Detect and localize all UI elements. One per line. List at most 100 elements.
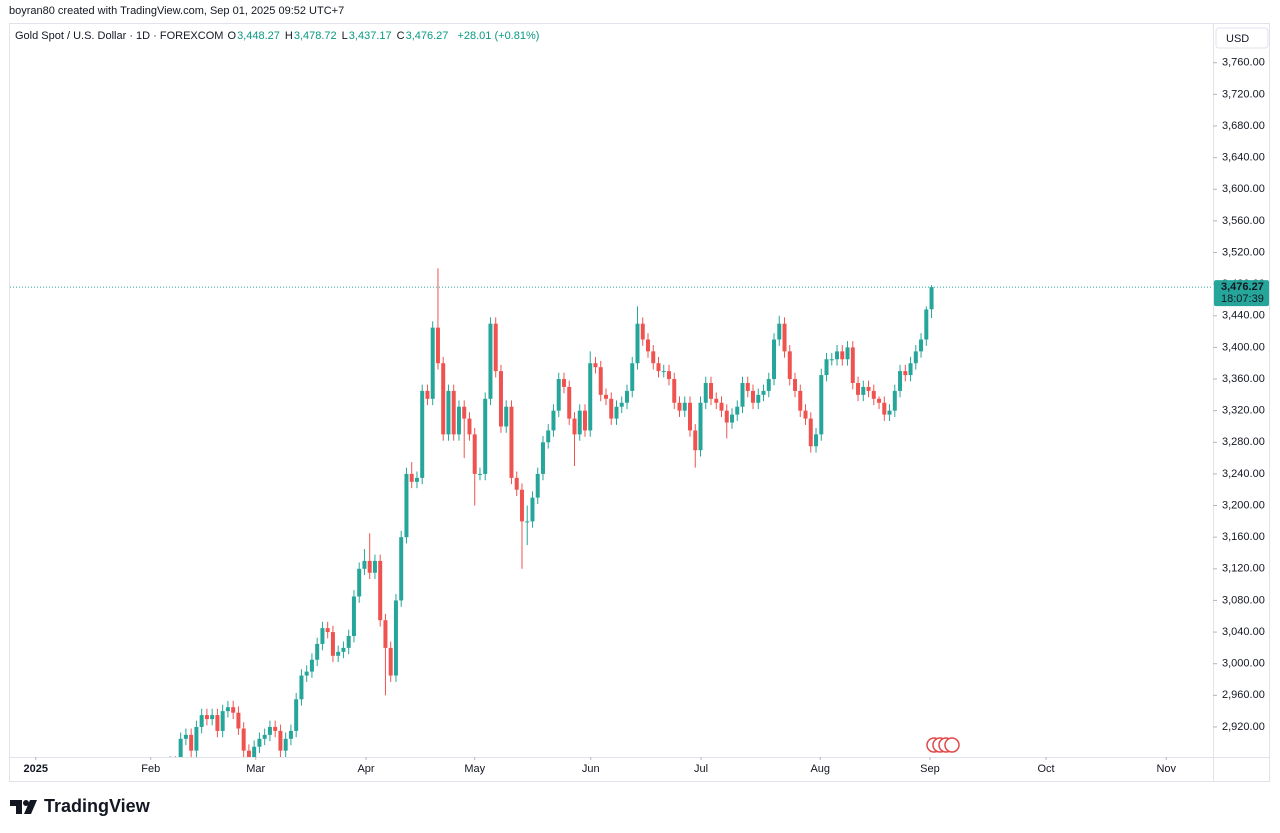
y-tick-label: 3,400.00 <box>1222 341 1265 353</box>
candle-body <box>498 371 503 427</box>
candle-body <box>877 398 882 403</box>
candle-body <box>514 477 519 490</box>
candle-body <box>472 434 477 474</box>
y-tick-label: 3,640.00 <box>1222 152 1265 164</box>
y-tick-label: 2,960.00 <box>1222 689 1265 701</box>
candle-body <box>231 707 236 713</box>
candle-body <box>782 323 787 352</box>
candle-body <box>819 375 824 435</box>
candle-body <box>724 410 729 423</box>
candle-body <box>871 390 876 399</box>
y-tick-label: 3,080.00 <box>1222 594 1265 606</box>
candle-body <box>761 390 766 395</box>
x-tick-label: Sep <box>920 763 940 775</box>
candle-body <box>703 382 708 403</box>
candle-body <box>814 434 819 447</box>
candle-body <box>666 371 671 380</box>
ohlc-value: 3,478.72 <box>293 30 337 42</box>
currency-button[interactable] <box>1215 27 1269 49</box>
candle-body <box>173 763 177 767</box>
chart-frame <box>9 23 1270 782</box>
logo-text: TradingView <box>44 796 150 816</box>
candle-body <box>908 363 913 376</box>
y-tick-label: 3,440.00 <box>1222 310 1265 322</box>
candle-body <box>304 671 309 676</box>
candle-body <box>488 323 493 399</box>
candle-body <box>898 371 903 391</box>
candle-body <box>236 712 241 729</box>
candle-body <box>199 715 204 727</box>
candle-body <box>913 351 918 364</box>
candle-body <box>262 734 267 739</box>
x-tick-label: Feb <box>141 763 160 775</box>
candle-body <box>241 728 246 751</box>
candle-body <box>351 596 356 637</box>
candle-body <box>840 351 845 360</box>
x-tick-label: 2025 <box>23 763 47 775</box>
x-tick-label: Mar <box>246 763 265 775</box>
ohlc-key: C <box>396 30 405 42</box>
x-tick-label: Nov <box>1156 763 1176 775</box>
candle-body <box>215 715 220 731</box>
candle-body <box>483 398 488 474</box>
candle-body <box>194 726 199 751</box>
candle-body <box>204 715 209 720</box>
candle-body <box>546 430 551 443</box>
candle-body <box>346 636 351 648</box>
candle-body <box>714 398 719 403</box>
candle-body <box>561 379 566 387</box>
candle-body <box>777 323 782 340</box>
symbol: Gold Spot / U.S. Dollar · 1D · FOREXCOM <box>15 30 224 42</box>
y-tick-label: 3,280.00 <box>1222 436 1265 448</box>
candle-body <box>278 730 283 751</box>
candle-body <box>556 379 561 411</box>
ohlc-value: 3,437.17 <box>348 30 392 42</box>
y-tick-label: 3,560.00 <box>1222 215 1265 227</box>
candle-body <box>798 390 803 411</box>
x-tick-label: Aug <box>810 763 830 775</box>
ohlc-key: O <box>227 30 237 42</box>
plot-area <box>168 268 934 775</box>
candle-body <box>420 390 425 478</box>
candle-body <box>808 418 813 447</box>
candle-body <box>730 414 735 423</box>
header: boyran80 created with TradingView.com, S… <box>9 5 345 17</box>
candle-body <box>362 560 367 569</box>
candle-body <box>835 351 840 360</box>
candle-body <box>903 371 908 376</box>
candle-body <box>378 560 383 621</box>
x-tick-label: Jun <box>582 763 600 775</box>
candle-body <box>866 386 871 391</box>
ohlc-value: 3,448.27 <box>237 30 280 42</box>
y-tick-label: 3,120.00 <box>1222 563 1265 575</box>
candle-body <box>630 363 635 391</box>
candle-body <box>372 560 377 573</box>
candle-body <box>451 390 456 435</box>
candle-body <box>404 473 409 538</box>
candle-body <box>441 363 446 435</box>
candle-body <box>341 647 346 652</box>
x-tick-label: Jul <box>694 763 708 775</box>
candle-body <box>588 363 593 431</box>
candle-body <box>803 410 808 419</box>
x-tick-label: Oct <box>1037 763 1054 775</box>
candle-body <box>709 382 714 399</box>
change: +28.01 (+0.81%) <box>457 30 540 42</box>
candle-body <box>299 675 304 700</box>
candle-body <box>693 430 698 451</box>
currency[interactable]: USD <box>1226 33 1249 45</box>
candle-body <box>751 390 756 403</box>
y-tick-label: 3,720.00 <box>1222 88 1265 100</box>
countdown: 18:07:39 <box>1221 293 1264 305</box>
candle-body <box>929 287 934 310</box>
candle-body <box>688 402 693 431</box>
last-price-label: 3,476.27 <box>1221 281 1264 293</box>
event-icon[interactable] <box>926 737 960 753</box>
candle-body <box>168 763 172 775</box>
y-tick-label: 3,160.00 <box>1222 531 1265 543</box>
candle-body <box>740 382 745 407</box>
x-tick-label: May <box>464 763 485 775</box>
candle-body <box>861 386 866 395</box>
candle-body <box>509 406 514 478</box>
candle-body <box>593 363 598 368</box>
